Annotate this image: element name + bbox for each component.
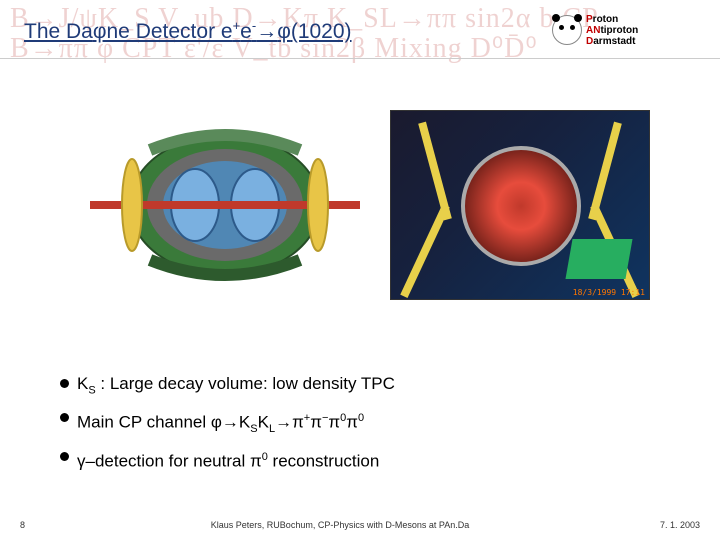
b2-k2: K (258, 413, 269, 432)
slide-title: The Daφne Detector e+e-→φ(1020) (24, 18, 540, 44)
b2-p0b: 0 (358, 412, 364, 424)
page-number: 8 (20, 520, 60, 530)
bullet-dot-icon (60, 452, 69, 461)
title-phi: φ (93, 20, 107, 43)
b3-mid: –detection for neutral (86, 452, 250, 471)
footer-center: Klaus Peters, RUBochum, CP-Physics with … (60, 520, 620, 530)
b2-arr2: → (275, 413, 292, 432)
b2-pi2: π (310, 413, 322, 432)
image-row: 18/3/1999 17:11 (60, 110, 680, 310)
logo-p: P (586, 14, 593, 25)
title-phi2: φ (277, 20, 291, 43)
title-energy: (1020) (291, 20, 352, 43)
title-prefix: The Da (24, 20, 93, 43)
bullet-3: γ–detection for neutral π0 reconstructio… (60, 443, 680, 476)
b2-k1: K (239, 413, 250, 432)
photo-timestamp: 18/3/1999 17:11 (573, 288, 645, 297)
bullet-2: Main CP channel φ→KSKL→π+π−π0π0 (60, 404, 680, 443)
b3-pi: π (250, 452, 262, 471)
title-mid: ne Detector e (107, 20, 233, 43)
panda-icon (552, 15, 582, 45)
b1-text: : Large decay volume: low density TPC (96, 374, 395, 393)
bullet-dot-icon (60, 413, 69, 422)
footer-date: 7. 1. 2003 (620, 520, 700, 530)
footer: 8 Klaus Peters, RUBochum, CP-Physics wit… (0, 520, 720, 530)
b3-end: reconstruction (268, 452, 380, 471)
logo-text: Proton ANtiproton Darmstadt (586, 14, 638, 47)
title-e2: e (240, 20, 252, 43)
b2-pi3: π (328, 413, 340, 432)
logo-tiproton: tiproton (600, 25, 638, 36)
title-divider (0, 58, 720, 59)
b2-ks: S (250, 423, 257, 435)
logo-block: Proton ANtiproton Darmstadt (552, 10, 702, 50)
logo-an: AN (586, 25, 600, 36)
b2-arr1: → (222, 413, 239, 432)
logo-roton: roton (593, 14, 619, 25)
logo-armstadt: armstadt (593, 36, 635, 47)
b2-pi4: π (346, 413, 358, 432)
b1-k: K (77, 374, 88, 393)
title-arrow: → (256, 20, 277, 43)
detector-photo: 18/3/1999 17:11 (390, 110, 650, 300)
detector-3d-render (90, 110, 360, 300)
bullet-list: KS : Large decay volume: low density TPC… (60, 370, 680, 476)
b2-pi1: π (292, 413, 304, 432)
b2-phi: φ (211, 413, 222, 432)
b3-gamma: γ (77, 452, 86, 471)
b1-s: S (88, 384, 95, 396)
b2-pre: Main CP channel (77, 413, 211, 432)
bullet-1: KS : Large decay volume: low density TPC (60, 370, 680, 404)
bullet-dot-icon (60, 379, 69, 388)
